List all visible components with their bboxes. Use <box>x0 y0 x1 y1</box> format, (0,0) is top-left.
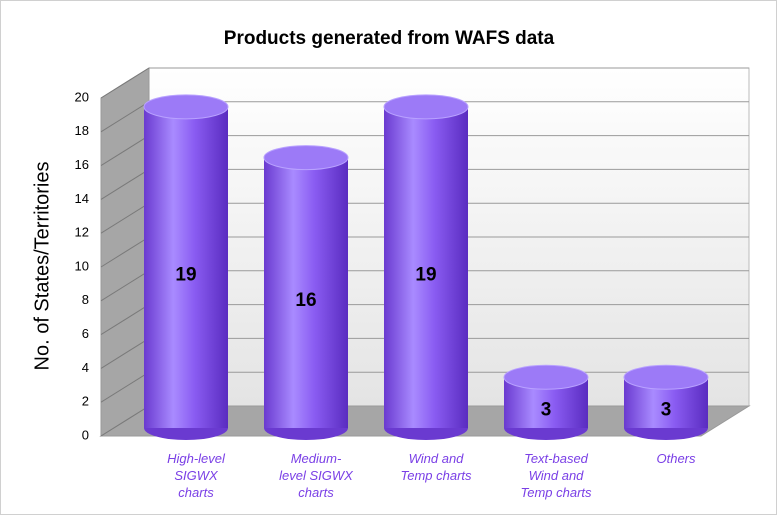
data-label: 16 <box>295 290 316 311</box>
data-label: 3 <box>661 400 672 421</box>
data-label: 19 <box>415 264 436 285</box>
y-tick-label: 14 <box>75 191 89 206</box>
y-tick-label: 20 <box>75 89 89 104</box>
bar <box>384 106 468 429</box>
side-grid-line <box>100 236 150 268</box>
data-label: 19 <box>175 264 196 285</box>
y-tick-label: 12 <box>75 225 89 240</box>
y-tick-label: 10 <box>75 258 89 273</box>
x-tick-label: Wind and Temp charts <box>400 451 472 483</box>
x-tick-label: Others <box>656 451 696 466</box>
side-grid-line <box>100 135 150 167</box>
y-tick-label: 6 <box>82 326 89 341</box>
y-axis-title: No. of States/Territories <box>31 162 53 371</box>
side-grid-line <box>100 67 150 99</box>
y-tick-label: 16 <box>75 157 89 172</box>
y-tick-label: 0 <box>82 427 89 442</box>
bar-top <box>623 364 709 390</box>
side-grid-line <box>100 168 150 200</box>
y-tick-label: 2 <box>82 394 89 409</box>
x-tick-label: Text-based Wind and Temp charts <box>520 451 592 500</box>
side-grid-line <box>100 270 150 302</box>
bar <box>144 106 228 429</box>
x-tick-label: Medium-level SIGWX charts <box>279 451 353 500</box>
side-grid-line <box>100 371 150 403</box>
side-grid-line <box>100 405 150 437</box>
bar-top <box>143 94 229 120</box>
y-tick-label: 8 <box>82 292 89 307</box>
side-grid-line <box>100 337 150 369</box>
side-grid-line <box>100 101 150 133</box>
side-grid-line <box>100 304 150 336</box>
y-tick-label: 18 <box>75 123 89 138</box>
bar-top <box>383 94 469 120</box>
x-tick-label: High-level SIGWX charts <box>167 451 225 500</box>
bar <box>264 157 348 428</box>
y-tick-label: 4 <box>82 360 89 375</box>
side-grid-line <box>100 202 150 234</box>
data-label: 3 <box>541 400 552 421</box>
bar-top <box>503 364 589 390</box>
chart-title: Products generated from WAFS data <box>224 28 555 49</box>
bar-top <box>263 145 349 171</box>
